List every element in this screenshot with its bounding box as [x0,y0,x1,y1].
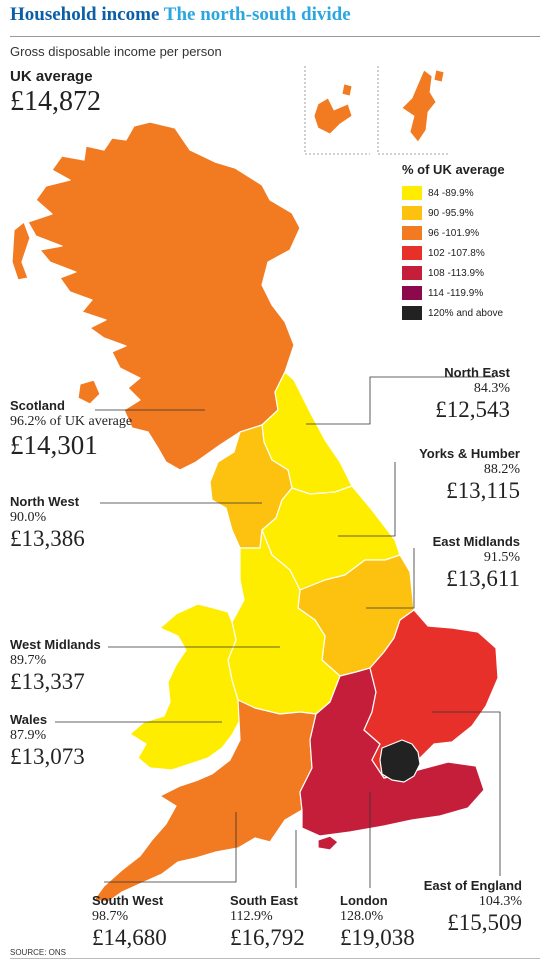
headline-sub: The north-south divide [163,4,351,25]
label-east-england: East of England 104.3% £15,509 [412,878,522,936]
north-west-name: North West [10,494,80,509]
label-yorks: Yorks & Humber 88.2% £13,115 [419,446,520,504]
islands-inset-frame [304,66,450,155]
scotland-name: Scotland [10,398,65,413]
label-london: London 128.0% £19,038 [340,893,415,951]
header-rule [10,36,540,37]
label-east-midlands: East Midlands 91.5% £13,611 [433,534,520,592]
east-midlands-name: East Midlands [432,534,520,549]
north-east-name: North East [444,365,510,380]
source-note: SOURCE: ONS [10,948,67,957]
south-east-value: £16,792 [230,925,305,950]
leader-yorks [338,462,396,537]
label-scotland: Scotland 96.2% of UK average £14,301 [10,398,132,460]
legend-label: 90 -95.9% [428,207,474,219]
footer-rule [10,958,540,959]
north-east-pct: 84.3% [473,381,510,396]
legend-swatch [402,306,422,320]
legend-swatch [402,226,422,240]
legend-item: 102 -107.8% [402,246,485,260]
east-england-pct: 104.3% [478,894,522,909]
orkney-islands [313,97,353,135]
legend-swatch [402,186,422,200]
scotland-pct: 96.2% of UK average [10,414,133,429]
region-scotland-islay [77,379,101,405]
label-wales: Wales 87.9% £13,073 [10,712,85,770]
london-value: £19,038 [340,925,415,950]
london-name: London [340,893,388,908]
shetland-islands [401,69,437,143]
region-scotland-hebrides [11,221,31,281]
yorks-value: £13,115 [446,478,520,503]
legend-item: 114 -119.9% [402,286,483,300]
legend-item: 120% and above [402,306,503,320]
west-midlands-pct: 89.7% [10,653,47,668]
legend-item: 90 -95.9% [402,206,474,220]
legend-label: 114 -119.9% [428,287,484,299]
scotland-value: £14,301 [10,430,98,460]
south-east-pct: 112.9% [230,909,273,924]
legend-label: 120% and above [428,307,504,319]
legend-item: 96 -101.9% [402,226,479,240]
legend-label: 108 -113.9% [428,267,484,279]
legend-swatch [402,266,422,280]
east-midlands-value: £13,611 [446,566,520,591]
east-midlands-pct: 91.5% [483,550,520,565]
uk-average-label: UK average [10,68,93,85]
legend-item: 84 -89.9% [402,186,474,200]
leader-east-england [432,711,501,876]
south-west-value: £14,680 [92,925,167,950]
headline: Household income The north-south divide [10,4,351,26]
leader-east-midlands [366,548,415,609]
headline-main: Household income [10,4,160,25]
wales-pct: 87.9% [10,728,47,743]
orkney-islet [341,83,353,97]
yorks-name: Yorks & Humber [419,446,520,461]
legend-swatch [402,286,422,300]
uk-average-value: £14,872 [10,86,101,117]
label-south-west: South West 98.7% £14,680 [92,893,167,951]
label-north-west: North West 90.0% £13,386 [10,494,85,552]
legend-title: % of UK average [402,162,505,177]
north-west-pct: 90.0% [10,510,47,525]
yorks-pct: 88.2% [483,462,520,477]
west-midlands-name: West Midlands [10,637,101,652]
region-wales [129,603,241,771]
subtitle: Gross disposable income per person [10,44,222,59]
label-north-east: North East 84.3% £12,543 [435,365,510,423]
south-west-name: South West [92,893,164,908]
east-england-name: East of England [423,878,522,893]
south-west-pct: 98.7% [92,909,129,924]
leader-north-east [306,376,495,425]
london-pct: 128.0% [340,909,384,924]
south-east-name: South East [230,893,298,908]
label-south-east: South East 112.9% £16,792 [230,893,305,951]
legend-label: 102 -107.8% [428,247,485,259]
legend-item: 108 -113.9% [402,266,484,280]
legend-swatch [402,246,422,260]
north-west-value: £13,386 [10,526,85,551]
shetland-islet [433,69,445,83]
legend-swatch [402,206,422,220]
label-west-midlands: West Midlands 89.7% £13,337 [10,637,101,695]
legend-label: 84 -89.9% [428,187,474,199]
west-midlands-value: £13,337 [10,669,85,694]
region-east-england [363,609,499,779]
east-england-value: £15,509 [447,910,522,935]
isle-of-wight [317,835,339,851]
legend-label: 96 -101.9% [428,227,480,239]
wales-name: Wales [10,712,48,727]
north-east-value: £12,543 [435,397,510,422]
wales-value: £13,073 [10,744,85,769]
leader-south-west [104,812,237,883]
region-scotland [27,121,301,471]
region-london [379,739,421,783]
leader-lines [55,376,501,888]
